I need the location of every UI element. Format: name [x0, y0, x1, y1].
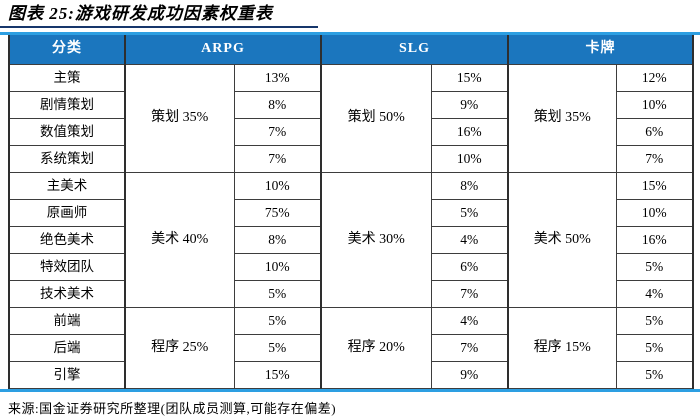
row-label: 后端 — [8, 333, 126, 362]
col-header-arpg: ARPG — [123, 35, 322, 65]
slg-value: 7% — [430, 279, 509, 308]
arpg-value: 5% — [233, 333, 322, 362]
source-note: 来源:国金证券研究所整理(团队成员测算,可能存在偏差) — [8, 400, 337, 416]
table-row: 系统策划 7% 10% 7% — [8, 144, 694, 173]
weight-table: 分类 ARPG SLG 卡牌 主策 策划 35% 13% 策划 50% 15% … — [8, 35, 695, 389]
table-top-accent — [0, 32, 700, 35]
card-program-group: 程序 15% — [507, 306, 617, 389]
slg-value: 6% — [430, 252, 509, 281]
card-value: 12% — [615, 63, 694, 92]
table-row: 技术美术 5% 7% 4% — [8, 279, 694, 308]
row-label: 剧情策划 — [8, 90, 126, 119]
row-label: 绝色美术 — [8, 225, 126, 254]
arpg-value: 5% — [233, 306, 322, 335]
card-value: 10% — [615, 198, 694, 227]
card-value: 10% — [615, 90, 694, 119]
arpg-planning-group: 策划 35% — [124, 63, 235, 173]
arpg-value: 7% — [233, 144, 322, 173]
slg-art-group: 美术 30% — [320, 171, 432, 308]
slg-value: 4% — [430, 225, 509, 254]
card-value: 4% — [615, 279, 694, 308]
row-label: 原画师 — [8, 198, 126, 227]
row-label: 前端 — [8, 306, 126, 335]
table-bottom-accent — [0, 388, 700, 392]
row-label: 技术美术 — [8, 279, 126, 308]
arpg-value: 13% — [233, 63, 322, 92]
slg-program-group: 程序 20% — [320, 306, 432, 389]
slg-value: 15% — [430, 63, 509, 92]
title-underline — [0, 26, 318, 28]
card-value: 5% — [615, 252, 694, 281]
table-row: 引擎 15% 9% 5% — [8, 360, 694, 389]
arpg-value: 5% — [233, 279, 322, 308]
arpg-value: 8% — [233, 225, 322, 254]
figure-title: 图表 25:游戏研发成功因素权重表 — [8, 4, 273, 23]
row-label: 系统策划 — [8, 144, 126, 173]
col-header-slg: SLG — [320, 35, 509, 65]
slg-value: 8% — [430, 171, 509, 200]
table-row: 特效团队 10% 6% 5% — [8, 252, 694, 281]
table-row: 剧情策划 8% 9% 10% — [8, 90, 694, 119]
arpg-value: 75% — [233, 198, 322, 227]
arpg-value: 10% — [233, 252, 322, 281]
table-row: 主美术 美术 40% 10% 美术 30% 8% 美术 50% 15% — [8, 171, 694, 308]
arpg-value: 7% — [233, 117, 322, 146]
arpg-value: 10% — [233, 171, 322, 200]
table-row: 数值策划 7% 16% 6% — [8, 117, 694, 146]
row-label: 主策 — [8, 63, 126, 92]
slg-value: 4% — [430, 306, 509, 335]
card-art-group: 美术 50% — [507, 171, 617, 308]
slg-planning-group: 策划 50% — [320, 63, 432, 173]
slg-value: 9% — [430, 360, 509, 389]
table-row: 主策 策划 35% 13% 策划 50% 15% 策划 35% 12% — [8, 63, 694, 173]
card-planning-group: 策划 35% — [507, 63, 617, 173]
row-label: 引擎 — [8, 360, 126, 389]
col-header-card: 卡牌 — [507, 35, 694, 65]
slg-value: 16% — [430, 117, 509, 146]
row-label: 主美术 — [8, 171, 126, 200]
col-header-category: 分类 — [8, 35, 126, 65]
card-value: 5% — [615, 360, 694, 389]
table-row: 原画师 75% 5% 10% — [8, 198, 694, 227]
arpg-art-group: 美术 40% — [124, 171, 235, 308]
slg-value: 7% — [430, 333, 509, 362]
arpg-value: 15% — [233, 360, 322, 389]
row-label: 数值策划 — [8, 117, 126, 146]
card-value: 16% — [615, 225, 694, 254]
card-value: 5% — [615, 306, 694, 335]
card-value: 15% — [615, 171, 694, 200]
card-value: 6% — [615, 117, 694, 146]
arpg-value: 8% — [233, 90, 322, 119]
card-value: 5% — [615, 333, 694, 362]
arpg-program-group: 程序 25% — [124, 306, 235, 389]
slg-value: 9% — [430, 90, 509, 119]
slg-value: 5% — [430, 198, 509, 227]
slg-value: 10% — [430, 144, 509, 173]
table-row: 前端 程序 25% 5% 程序 20% 4% 程序 15% 5% — [8, 306, 694, 389]
card-value: 7% — [615, 144, 694, 173]
header-row: 分类 ARPG SLG 卡牌 — [8, 35, 694, 65]
row-label: 特效团队 — [8, 252, 126, 281]
